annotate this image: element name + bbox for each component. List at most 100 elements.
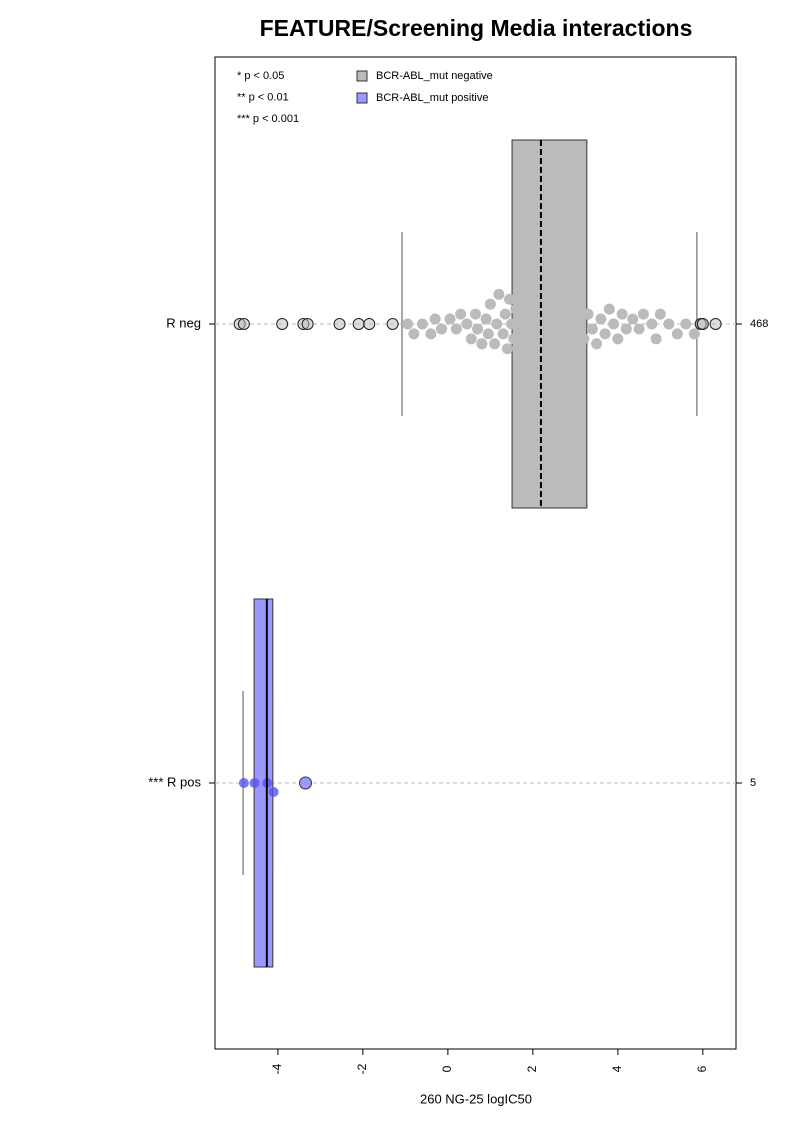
data-point bbox=[574, 318, 586, 330]
data-point bbox=[565, 333, 577, 345]
count-label: 5 bbox=[750, 777, 756, 789]
data-point bbox=[654, 308, 666, 320]
data-point bbox=[416, 318, 428, 330]
outlier bbox=[363, 318, 376, 330]
x-tick-label: -2 bbox=[355, 1063, 369, 1074]
legend-label: BCR-ABL_mut positive bbox=[376, 92, 489, 104]
data-point bbox=[688, 328, 700, 340]
data-point bbox=[557, 288, 569, 300]
data-point bbox=[408, 328, 420, 340]
data-point bbox=[531, 303, 543, 315]
data-point bbox=[561, 318, 573, 330]
data-point bbox=[620, 323, 632, 335]
outlier bbox=[386, 318, 399, 330]
note: * p < 0.05 bbox=[237, 70, 284, 82]
data-point bbox=[530, 283, 542, 295]
data-point bbox=[528, 254, 540, 266]
data-point bbox=[612, 333, 624, 345]
data-point bbox=[526, 269, 538, 280]
data-point bbox=[533, 348, 545, 360]
outlier bbox=[299, 776, 313, 790]
outlier bbox=[276, 318, 289, 330]
data-point bbox=[646, 318, 658, 330]
data-point bbox=[527, 318, 539, 330]
data-point bbox=[516, 323, 528, 335]
data-point bbox=[480, 313, 492, 325]
chart-title: FEATURE/Screening Media interactions bbox=[260, 15, 693, 41]
data-point bbox=[523, 372, 535, 384]
legend-swatch bbox=[356, 70, 368, 82]
data-point bbox=[518, 338, 530, 350]
data-point bbox=[552, 303, 564, 315]
data-point bbox=[489, 338, 501, 350]
data-point bbox=[554, 348, 566, 360]
outlier bbox=[709, 318, 722, 330]
data-point bbox=[491, 318, 503, 330]
data-point bbox=[616, 308, 628, 320]
data-point bbox=[519, 278, 531, 290]
data-point bbox=[482, 328, 494, 340]
data-point bbox=[484, 298, 496, 310]
data-point bbox=[429, 313, 441, 325]
data-point bbox=[539, 273, 551, 285]
legend-swatch bbox=[356, 92, 368, 104]
data-point bbox=[520, 308, 532, 320]
data-point bbox=[510, 303, 522, 315]
data-point bbox=[470, 308, 481, 320]
data-point bbox=[506, 318, 518, 330]
x-tick-label: 4 bbox=[610, 1065, 624, 1072]
data-point bbox=[238, 778, 249, 788]
data-point bbox=[497, 328, 509, 340]
count-label: 468 bbox=[750, 318, 768, 330]
data-point bbox=[650, 333, 662, 345]
data-point bbox=[567, 308, 579, 320]
data-point bbox=[450, 323, 462, 335]
data-point bbox=[595, 313, 607, 325]
data-point bbox=[535, 392, 547, 404]
data-point bbox=[586, 323, 598, 335]
data-point bbox=[512, 348, 524, 360]
x-tick-label: 6 bbox=[695, 1065, 709, 1072]
data-point bbox=[591, 338, 603, 350]
data-point bbox=[540, 338, 552, 350]
data-point bbox=[608, 318, 620, 330]
data-point bbox=[582, 308, 594, 320]
x-axis-label: 260 NG-25 logIC50 bbox=[420, 1091, 532, 1106]
data-point bbox=[455, 308, 467, 320]
legend-label: BCR-ABL_mut negative bbox=[376, 70, 493, 82]
x-tick-label: 2 bbox=[525, 1065, 539, 1072]
data-point bbox=[515, 363, 527, 375]
data-point bbox=[680, 318, 692, 330]
data-point bbox=[627, 313, 639, 325]
data-point bbox=[493, 288, 505, 300]
data-point bbox=[569, 293, 581, 305]
data-point bbox=[465, 333, 477, 345]
data-point bbox=[461, 318, 473, 330]
x-tick-label: -4 bbox=[270, 1063, 284, 1074]
note: ** p < 0.01 bbox=[237, 91, 289, 103]
data-point bbox=[633, 323, 645, 335]
data-point bbox=[578, 333, 590, 345]
data-point bbox=[637, 308, 649, 320]
data-point bbox=[514, 288, 526, 300]
data-point bbox=[268, 787, 279, 797]
data-point bbox=[472, 323, 484, 335]
data-point bbox=[603, 303, 615, 315]
outlier bbox=[237, 318, 250, 330]
plot-frame bbox=[214, 56, 737, 1050]
data-point bbox=[544, 353, 556, 365]
data-point bbox=[599, 328, 611, 340]
data-point bbox=[249, 778, 260, 788]
data-point bbox=[523, 353, 535, 365]
data-point bbox=[425, 328, 437, 340]
data-point bbox=[525, 293, 537, 305]
data-point bbox=[671, 328, 683, 340]
y-tick-label: *** R pos bbox=[148, 774, 201, 789]
data-point bbox=[476, 338, 488, 350]
data-point bbox=[501, 343, 513, 355]
data-point bbox=[546, 283, 558, 295]
data-point bbox=[537, 323, 549, 335]
data-point bbox=[529, 333, 541, 345]
data-point bbox=[444, 313, 456, 325]
